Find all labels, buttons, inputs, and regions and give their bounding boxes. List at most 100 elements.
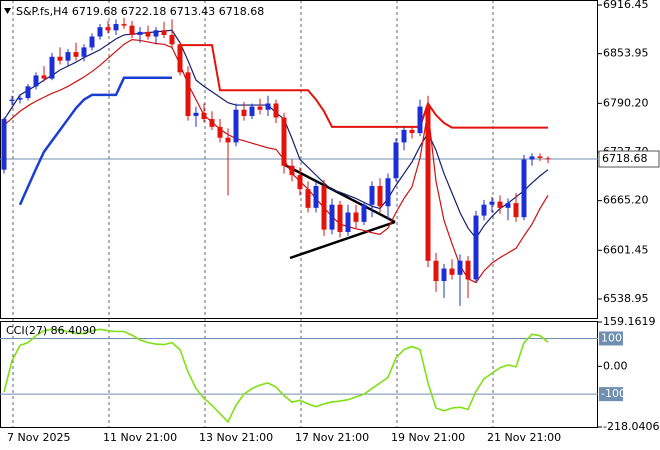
candle-body — [97, 27, 103, 37]
candle-body — [537, 156, 543, 158]
candle-body — [345, 212, 351, 232]
candle-body — [257, 106, 263, 110]
candle-body — [1, 119, 7, 170]
cci-panel-border — [0, 321, 598, 428]
x-tick-label: 19 Nov 21:00 — [391, 431, 465, 444]
candle-body — [497, 201, 503, 208]
x-tick-label: 13 Nov 21:00 — [199, 431, 273, 444]
candle-body — [217, 126, 223, 138]
level-box — [599, 331, 623, 346]
cci-title: CCI(27) 86.4090 — [6, 324, 96, 337]
cci-line — [3, 328, 549, 424]
candle-body — [353, 212, 359, 222]
candle-body — [297, 175, 303, 190]
candle-body — [41, 75, 47, 79]
candle-body — [33, 75, 39, 87]
level-box — [599, 387, 623, 402]
candle-body — [489, 201, 495, 205]
y-tick-label: 6538.95 — [603, 292, 649, 305]
y-tick-label: -218.0406 — [603, 420, 659, 433]
candle-body — [137, 31, 143, 35]
candle-body — [505, 203, 511, 208]
candle-body — [473, 215, 479, 280]
candle-body — [209, 119, 215, 127]
candle-body — [185, 72, 191, 116]
candle-body — [385, 178, 391, 207]
candle-body — [65, 52, 71, 61]
candle-body — [377, 186, 383, 207]
candle-body — [481, 204, 487, 216]
candle-body — [113, 24, 119, 31]
y-tick-label: 6853.95 — [603, 47, 649, 60]
candle-body — [225, 137, 231, 143]
candle-body — [161, 30, 167, 35]
candle-body — [73, 52, 79, 57]
candle-body — [49, 56, 55, 79]
candle-body — [9, 99, 15, 102]
candle-body — [193, 112, 199, 116]
candle-body — [393, 142, 399, 179]
candle-body — [25, 86, 31, 99]
x-tick-label: 21 Nov 21:00 — [487, 431, 561, 444]
indicator-line — [3, 29, 549, 240]
candle-body — [81, 47, 87, 57]
candle-body — [145, 31, 151, 37]
indicator-line — [180, 44, 548, 129]
y-tick-label: 0.00 — [603, 359, 628, 372]
x-tick-label: 11 Nov 21:00 — [103, 431, 177, 444]
trendline — [284, 163, 396, 224]
y-tick-label: 159.1619 — [603, 315, 656, 328]
candle-body — [433, 260, 439, 282]
candle-body — [201, 112, 207, 120]
x-tick-label: 17 Nov 21:00 — [295, 431, 369, 444]
title-icon — [4, 8, 11, 14]
candle-body — [129, 25, 135, 35]
level-label: 100 — [601, 331, 622, 344]
y-tick-label: 6665.20 — [603, 194, 649, 207]
candle-body — [521, 159, 527, 218]
candle-body — [249, 106, 255, 116]
last-price-box — [598, 150, 660, 168]
candle-body — [121, 24, 127, 26]
candle-body — [313, 186, 319, 208]
candle-body — [465, 260, 471, 280]
last-price-label: 6718.68 — [602, 152, 648, 165]
candle-body — [241, 109, 247, 116]
candle-body — [457, 260, 463, 275]
candle-body — [545, 158, 551, 160]
level-label: -100 — [601, 387, 626, 400]
candle-body — [289, 165, 295, 176]
y-tick-label: 6601.45 — [603, 243, 649, 256]
candle-body — [361, 204, 367, 222]
candle-body — [89, 36, 95, 48]
candle-body — [369, 186, 375, 205]
candle-body — [329, 204, 335, 230]
y-tick-label: 6790.20 — [603, 96, 649, 109]
candle-body — [177, 44, 183, 73]
x-tick-label: 7 Nov 2025 — [7, 431, 70, 444]
indicator-line — [3, 39, 549, 284]
trendline — [289, 220, 396, 260]
candle-body — [153, 30, 159, 37]
candle-body — [449, 268, 455, 275]
indicator-line — [18, 76, 172, 206]
candle-body — [17, 98, 23, 100]
candle-body — [401, 129, 407, 143]
candle-body — [425, 106, 431, 261]
candle-body — [409, 129, 415, 134]
candle-body — [281, 117, 287, 166]
candle-body — [305, 189, 311, 208]
y-tick-label: 6916.45 — [603, 0, 649, 11]
candle-body — [265, 103, 271, 110]
candle-body — [529, 156, 535, 160]
candle-body — [513, 203, 519, 218]
candle-body — [233, 109, 239, 143]
candle-body — [337, 204, 343, 232]
candle-body — [273, 103, 279, 118]
candle-body — [417, 106, 423, 134]
candle-body — [441, 268, 447, 282]
candle-body — [57, 56, 63, 61]
chart-title: S&P.fs,H4 6719.68 6722.18 6713.43 6718.6… — [16, 5, 264, 18]
